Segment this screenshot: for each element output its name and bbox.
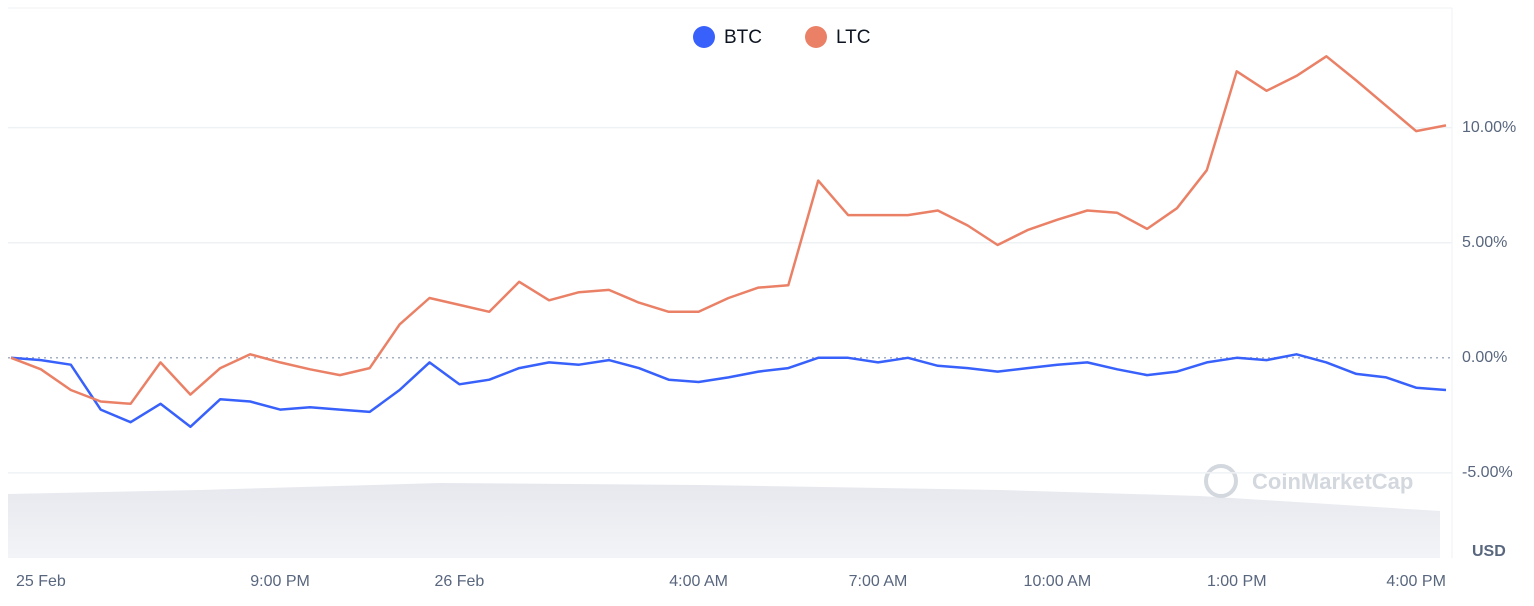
x-tick-label: 9:00 PM — [250, 573, 310, 590]
line-series — [10, 55, 1447, 406]
x-tick-label: 26 Feb — [435, 573, 485, 590]
x-tick-label: 10:00 AM — [1024, 573, 1092, 590]
y-tick-label: 5.00% — [1462, 234, 1507, 251]
line-series — [10, 353, 1447, 429]
x-tick-label: 4:00 PM — [1386, 573, 1446, 590]
x-tick-label: 4:00 AM — [669, 573, 728, 590]
legend-swatch — [805, 26, 827, 48]
watermark-logo — [1204, 464, 1238, 498]
volume-background — [8, 483, 1440, 558]
legend-label: BTC — [724, 27, 762, 48]
legend-label: LTC — [836, 27, 870, 48]
x-tick-label: 7:00 AM — [849, 573, 908, 590]
unit-label: USD — [1472, 543, 1506, 560]
y-tick-label: 10.00% — [1462, 119, 1516, 136]
y-tick-label: -5.00% — [1462, 464, 1513, 481]
x-tick-label: 1:00 PM — [1207, 573, 1267, 590]
y-tick-label: 0.00% — [1462, 349, 1507, 366]
legend-swatch — [693, 26, 715, 48]
x-tick-label: 25 Feb — [16, 573, 66, 590]
legend: BTC LTC — [693, 26, 870, 48]
